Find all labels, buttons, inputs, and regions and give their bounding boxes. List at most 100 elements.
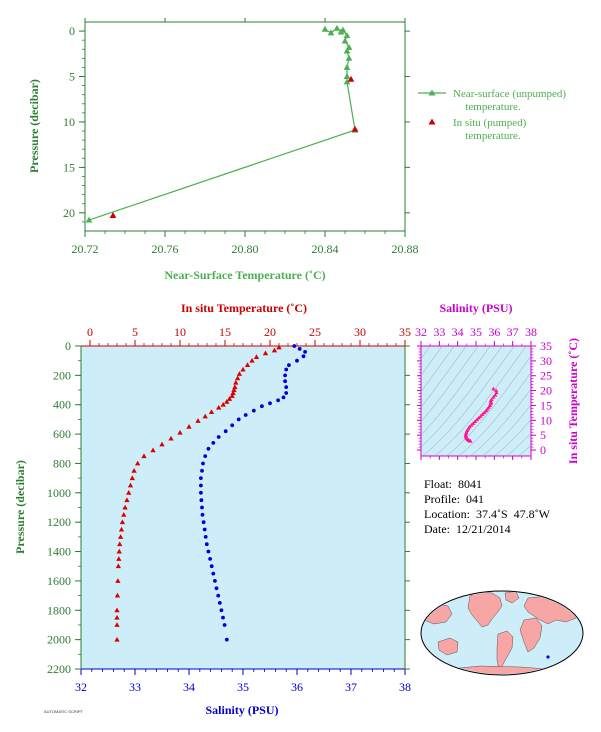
ts-isopycnal [506, 432, 531, 456]
chart1-unpumped-point [339, 26, 347, 33]
chart2-y-tick-label: 2000 [47, 633, 71, 647]
chart2-salinity-point [283, 379, 287, 384]
chart2-top-tick-label: 35 [399, 325, 411, 339]
chart2-salinity-point [200, 505, 204, 510]
ts-x-axis-label: Salinity (PSU) [439, 301, 512, 315]
chart2-temperature-point [121, 512, 127, 517]
chart2-salinity-point [224, 637, 229, 642]
chart1-unpumped-point [343, 73, 351, 79]
ts-x-tick-label: 37 [507, 325, 519, 339]
chart2-temperature-point [232, 384, 238, 390]
chart2-temperature-point [208, 409, 215, 415]
chart2-temperature-point [114, 622, 120, 627]
legend-entry-unpumped-2: temperature. [465, 101, 521, 113]
chart1-unpumped-point [343, 32, 351, 39]
legend-red-triangle [428, 118, 436, 125]
ts-isopycnal [482, 404, 531, 456]
map-land-south-america [496, 630, 514, 671]
chart2-salinity-point [303, 350, 307, 354]
chart2-temperature-point [186, 423, 192, 429]
map-float-location-marker [546, 655, 550, 659]
chart2-temperature-point [253, 354, 260, 359]
chart2-salinity-point [243, 413, 248, 417]
chart2-temperature-point [127, 482, 134, 488]
chart1-series [85, 24, 359, 223]
chart1-unpumped-point [341, 37, 349, 44]
chart2-y-tick-label: 1000 [47, 486, 71, 500]
chart1-plot-frame [84, 21, 406, 232]
chart2-temperature-point [124, 497, 130, 503]
chart1-unpumped-point [321, 25, 329, 32]
chart1-y-tick-label: 15 [63, 160, 75, 174]
ts-y-tick-label: 20 [540, 384, 552, 398]
chart2-salinity-point [199, 498, 204, 503]
chart2-temperature-point [141, 453, 147, 459]
chart1-pumped-point [109, 212, 117, 219]
chart1-unpumped-point [343, 78, 351, 85]
ts-point [493, 392, 498, 397]
ts-isopycnal [577, 326, 601, 466]
world-map [420, 590, 584, 676]
chart2-top-axis-label: In situ Temperature (˚C) [181, 301, 307, 315]
chart2-y-tick-label: 0 [65, 339, 71, 353]
chart2-temperature-point [233, 379, 239, 385]
chart2-top-tick-label: 10 [174, 325, 186, 339]
chart2-y-tick-label: 800 [53, 456, 71, 470]
chart2-temperature-point [114, 614, 120, 620]
chart2-temperature-point [216, 404, 222, 410]
ts-isopycnal [421, 346, 503, 448]
chart2-temperature-point [229, 393, 235, 398]
chart2-temperature-point [131, 467, 137, 473]
chart2-salinity-point [219, 608, 224, 613]
chart2-temperature-point [135, 460, 141, 466]
ts-point [494, 390, 499, 395]
chart2-bottom-ticks: 32 33 34 35 36 37 38 [75, 669, 411, 694]
chart2-salinity-point [217, 601, 222, 605]
chart1-y-tick-label: 20 [63, 206, 75, 220]
chart2-temperature-point [236, 371, 243, 376]
chart2-salinity-point [284, 391, 289, 395]
chart2-temperature-point [159, 441, 165, 447]
ts-y-tick-label: 15 [540, 398, 552, 412]
chart2-y-tick-label: 1400 [47, 545, 71, 559]
chart2-salinity-point [203, 535, 208, 539]
chart2-temperature-point [195, 418, 201, 423]
chart2-salinity-point [208, 557, 213, 561]
chart2-temperature-point [249, 357, 255, 363]
chart2-temperature-point [116, 548, 122, 554]
chart2-salinity-point [297, 347, 302, 351]
chart2-temperature-point [115, 563, 122, 569]
chart1-y-tick-label: 0 [69, 24, 75, 38]
chart2-salinity-point [199, 476, 203, 480]
chart1-unpumped-point [343, 47, 351, 54]
chart2-temperature-point [234, 375, 241, 381]
chart1-x-tick-label: 20.80 [232, 242, 259, 256]
ts-x-tick-label: 34 [452, 325, 464, 339]
chart1-pumped-point [351, 125, 359, 132]
chart2-salinity-point [203, 454, 208, 458]
chart2-bottom-tick-label: 37 [345, 680, 357, 694]
ts-y-tick-label: 25 [540, 369, 552, 383]
chart1-x-tick-label: 20.72 [72, 242, 99, 256]
chart2-top-tick-label: 0 [87, 325, 93, 339]
chart2-salinity-point [260, 404, 264, 409]
chart2-y-axis-label: Pressure (decibar) [13, 460, 27, 554]
chart1-unpumped-point [345, 54, 353, 61]
chart2-salinity-point [211, 441, 216, 445]
chart2-temperature-point [168, 435, 174, 441]
chart1-y-tick-label: 5 [69, 70, 75, 84]
legend-entry-pumped-2: temperature. [465, 130, 521, 142]
chart2-temperature-point [114, 636, 120, 642]
ts-isopycnal [421, 346, 455, 392]
map-land-africa [519, 617, 543, 653]
chart2-temperature-point [226, 396, 233, 401]
legend-entry-unpumped: Near-surface (unpumped) [453, 88, 566, 100]
ts-series [463, 386, 499, 443]
chart2-salinity-point [214, 586, 219, 591]
ts-y-axis-label: In situ Temperature (˚C) [566, 338, 580, 464]
chart2-bottom-tick-label: 34 [183, 680, 195, 694]
chart2-salinity-point [284, 367, 289, 372]
chart2-y-tick-label: 600 [53, 427, 71, 441]
chart2-temperature-point [262, 350, 269, 356]
chart1-x-tick-label: 20.84 [312, 242, 339, 256]
